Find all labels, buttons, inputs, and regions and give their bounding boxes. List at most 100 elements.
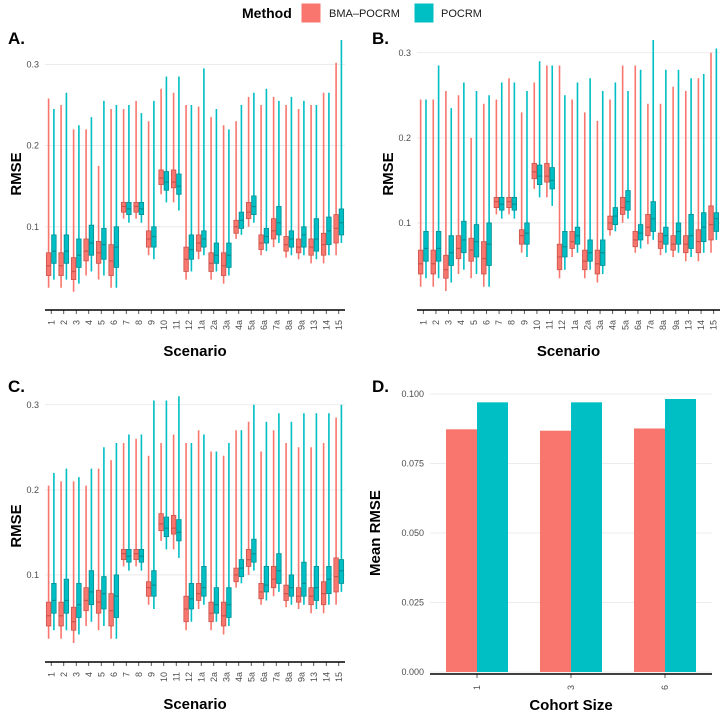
- box-body: [258, 583, 264, 600]
- box-body: [448, 235, 454, 266]
- y-tick-label: 0.2: [26, 485, 39, 495]
- box-pocrm-2: [63, 92, 70, 280]
- box-pocrm-10: [163, 400, 170, 550]
- box-body: [101, 576, 107, 610]
- box-body: [443, 254, 449, 279]
- y-tick-label: 0.2: [398, 133, 411, 143]
- x-tick-label: 15: [709, 320, 719, 330]
- x-tick-label: 6: [109, 672, 119, 677]
- box-bma-pocrm-8: [133, 438, 139, 567]
- x-tick-label: 8a: [284, 320, 294, 330]
- box-body: [301, 226, 307, 248]
- box-pocrm-9a: [301, 413, 307, 605]
- box-body: [536, 164, 543, 186]
- box-pocrm-8: [138, 113, 145, 223]
- box-pocrm-6a: [637, 69, 644, 249]
- box-body: [338, 559, 345, 584]
- box-body: [195, 583, 202, 601]
- x-tick-label: 6: [660, 685, 670, 690]
- box-body: [63, 578, 70, 614]
- box-body: [713, 212, 720, 232]
- box-bma-pocrm-15: [333, 417, 339, 605]
- box-body: [283, 584, 289, 601]
- box-body: [263, 228, 270, 244]
- box-body: [120, 548, 127, 561]
- box-bma-pocrm-13: [683, 91, 689, 262]
- box-pocrm-15: [713, 48, 720, 240]
- x-tick-label: 12: [184, 320, 194, 330]
- x-tick-label: 3: [71, 320, 81, 325]
- box-body: [101, 228, 107, 260]
- box-pocrm-3: [76, 477, 82, 635]
- box-body: [481, 241, 487, 275]
- box-pocrm-10: [536, 61, 543, 198]
- box-bma-pocrm-6a: [632, 65, 638, 253]
- box-bma-pocrm-8: [133, 100, 139, 219]
- box-body: [76, 583, 82, 618]
- box-body: [549, 167, 555, 190]
- box-body: [569, 231, 575, 249]
- x-tick-label: 3a: [221, 320, 231, 330]
- box-body: [88, 570, 95, 606]
- x-tick-label: 12: [557, 320, 567, 330]
- box-bma-pocrm-8a: [283, 104, 289, 258]
- box-pocrm-7a: [650, 40, 656, 240]
- box-bma-pocrm-5a: [245, 421, 252, 575]
- box-pocrm-10: [163, 76, 170, 203]
- x-tick-label: 8a: [284, 672, 294, 682]
- box-body: [461, 220, 467, 254]
- box-pocrm-2a: [213, 451, 220, 622]
- x-tick-label: 5a: [246, 320, 256, 330]
- box-body: [145, 581, 152, 597]
- x-tick-label: 14: [321, 672, 331, 682]
- x-tick-label: 15: [334, 672, 344, 682]
- box-body: [158, 513, 164, 532]
- x-tick-label: 13: [309, 672, 319, 682]
- box-body: [76, 238, 82, 268]
- box-body: [251, 195, 257, 216]
- box-pocrm-11: [176, 76, 182, 211]
- x-tick-label: 3a: [595, 320, 605, 330]
- box-pocrm-11: [176, 396, 182, 558]
- x-tick-label: 1: [472, 685, 482, 690]
- box-pocrm-7a: [276, 100, 282, 244]
- box-bma-pocrm-11: [170, 434, 177, 550]
- x-tick-label: 5a: [620, 320, 630, 330]
- box-bma-pocrm-3: [70, 129, 77, 292]
- box-bma-pocrm-2: [58, 481, 64, 639]
- box-body: [170, 169, 177, 189]
- box-pocrm-8a: [288, 421, 295, 605]
- x-tick-label: 8a: [658, 320, 668, 330]
- box-pocrm-5a: [251, 404, 257, 571]
- x-tick-label: 7a: [271, 672, 281, 682]
- box-body: [133, 548, 139, 561]
- box-body: [88, 224, 95, 256]
- box-body: [58, 252, 64, 276]
- box-pocrm-2a: [213, 109, 220, 272]
- x-tick-label: 2: [431, 320, 441, 325]
- bar-bma-pocrm-6: [633, 428, 665, 672]
- x-tick-label: 11: [171, 320, 181, 329]
- box-body: [176, 519, 182, 542]
- x-axis-title: Scenario: [537, 343, 600, 360]
- x-tick-label: 10: [532, 320, 542, 330]
- legend-label-pocrm: POCRM: [441, 8, 482, 20]
- y-tick-label: 0.2: [26, 141, 39, 151]
- box-bma-pocrm-5: [95, 468, 102, 631]
- box-bma-pocrm-2: [58, 104, 64, 288]
- box-bma-pocrm-3a: [220, 125, 227, 284]
- box-pocrm-1: [51, 472, 57, 631]
- box-body: [562, 231, 568, 258]
- x-tick-label: 1a: [196, 320, 206, 330]
- y-tick-label: 0.000: [401, 667, 424, 677]
- box-pocrm-4: [88, 117, 95, 272]
- box-pocrm-5: [101, 100, 107, 276]
- box-bma-pocrm-1a: [195, 430, 202, 609]
- box-body: [619, 196, 626, 215]
- box-body: [258, 234, 264, 250]
- box-body: [326, 566, 332, 595]
- x-tick-label: 6a: [259, 320, 269, 330]
- box-bma-pocrm-15: [708, 52, 714, 253]
- x-tick-label: 13: [683, 320, 693, 330]
- box-body: [493, 196, 500, 209]
